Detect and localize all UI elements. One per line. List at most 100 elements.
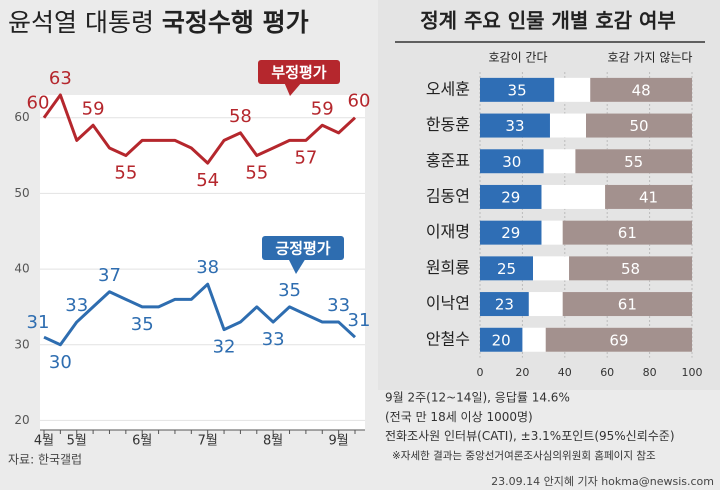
data-label: 33 <box>505 117 524 135</box>
category-label: 김동연 <box>426 186 470 205</box>
x-tick-label: 9월 <box>329 434 349 449</box>
bar <box>590 77 692 102</box>
data-label: 29 <box>501 224 520 242</box>
bar <box>480 292 529 317</box>
x-tick-label: 6월 <box>132 434 152 449</box>
bar <box>480 77 555 102</box>
x-tick-label: 4월 <box>34 434 54 449</box>
note: (전국 만 18세 이상 1000명) <box>385 410 533 424</box>
y-tick-label: 50 <box>14 186 29 200</box>
bar <box>575 149 692 174</box>
legend-label: 부정평가 <box>271 64 326 82</box>
note: ※자세한 결과는 중앙선거여론조사심의위원회 홈페이지 참조 <box>392 449 656 462</box>
x-tick-label: 0 <box>477 366 484 379</box>
data-label: 33 <box>327 295 350 316</box>
bar <box>480 256 533 281</box>
data-label: 31 <box>348 310 371 331</box>
data-label: 38 <box>196 257 219 278</box>
x-tick-label: 40 <box>558 366 572 379</box>
legend-label: 긍정평가 <box>275 240 330 258</box>
data-label: 25 <box>497 260 516 278</box>
bar <box>480 220 542 245</box>
data-label: 23 <box>495 296 514 314</box>
legend-label: 호감 가지 않는다 <box>608 51 693 65</box>
series-line <box>42 93 357 165</box>
x-tick-label: 100 <box>682 366 703 379</box>
legend-label: 호감이 간다 <box>488 51 547 65</box>
series-line <box>43 282 357 347</box>
data-label: 61 <box>618 224 637 242</box>
chart-title: 윤석열 대통령 국정수행 평가 <box>8 8 309 37</box>
bar <box>562 220 692 245</box>
data-label: 58 <box>229 106 252 127</box>
data-label: 57 <box>294 147 317 168</box>
data-label: 55 <box>245 163 268 184</box>
bar-title: 정계 주요 인물 개별 호감 여부 <box>420 9 676 33</box>
x-tick-label: 8월 <box>263 434 283 449</box>
data-label: 20 <box>492 331 511 349</box>
category-label: 원희룡 <box>426 258 470 277</box>
bar <box>480 113 550 138</box>
data-label: 41 <box>639 188 658 206</box>
x-tick-label: 20 <box>515 366 529 379</box>
data-label: 35 <box>508 81 527 99</box>
data-label: 60 <box>348 91 371 112</box>
data-label: 63 <box>49 68 72 89</box>
title-regular: 윤석열 대통령 <box>8 8 154 37</box>
x-tick-label: 80 <box>643 366 657 379</box>
data-label: 31 <box>27 312 50 333</box>
category-label: 오세훈 <box>426 79 470 98</box>
y-tick-label: 40 <box>14 262 29 276</box>
series-name-box <box>262 236 344 260</box>
data-label: 29 <box>501 188 520 206</box>
data-label: 69 <box>609 331 628 349</box>
category-label: 이낙연 <box>426 294 470 313</box>
category-label: 한동훈 <box>426 115 470 134</box>
x-tick-label: 7월 <box>198 434 218 449</box>
bar <box>480 149 544 174</box>
y-tick-label: 20 <box>14 413 29 427</box>
x-tick-label: 60 <box>600 366 614 379</box>
data-label: 30 <box>502 153 521 171</box>
data-label: 35 <box>131 314 154 335</box>
data-label: 55 <box>624 153 643 171</box>
series-name-pointer <box>288 258 306 274</box>
y-tick-label: 60 <box>14 110 29 124</box>
category-label: 안철수 <box>426 329 470 348</box>
data-label: 60 <box>27 93 50 114</box>
data-label: 35 <box>278 280 301 301</box>
data-label: 50 <box>629 117 648 135</box>
data-label: 33 <box>262 329 285 350</box>
category-label: 이재명 <box>426 222 470 241</box>
bar <box>605 184 692 209</box>
bar <box>480 327 523 352</box>
credit: 23.09.14 안지혜 기자 hokma@newsis.com <box>491 475 714 488</box>
bar <box>480 184 542 209</box>
data-label: 48 <box>632 81 651 99</box>
series-name-box <box>258 60 340 84</box>
series-name-pointer <box>284 82 302 96</box>
x-tick-label: 5월 <box>67 434 87 449</box>
source: 자료: 한국갤럽 <box>8 453 82 467</box>
data-label: 58 <box>621 260 640 278</box>
bar <box>569 256 692 281</box>
bar <box>586 113 692 138</box>
bar <box>545 327 692 352</box>
data-label: 59 <box>311 98 334 119</box>
data-label: 37 <box>98 265 121 286</box>
data-label: 54 <box>196 170 219 191</box>
y-tick-label: 30 <box>14 337 29 351</box>
data-label: 33 <box>65 295 88 316</box>
note: 전화조사원 인터뷰(CATI), ±3.1%포인트(95%신뢰수준) <box>385 429 675 443</box>
category-label: 홍준표 <box>426 151 470 170</box>
data-label: 61 <box>618 296 637 314</box>
title-bold: 국정수행 평가 <box>162 8 309 37</box>
data-label: 59 <box>82 98 105 119</box>
note: 9월 2주(12~14일), 응답률 14.6% <box>385 391 570 405</box>
plot-area <box>40 95 365 430</box>
data-label: 30 <box>49 352 72 373</box>
bar <box>562 292 692 317</box>
data-label: 55 <box>114 163 137 184</box>
data-label: 32 <box>213 337 236 358</box>
